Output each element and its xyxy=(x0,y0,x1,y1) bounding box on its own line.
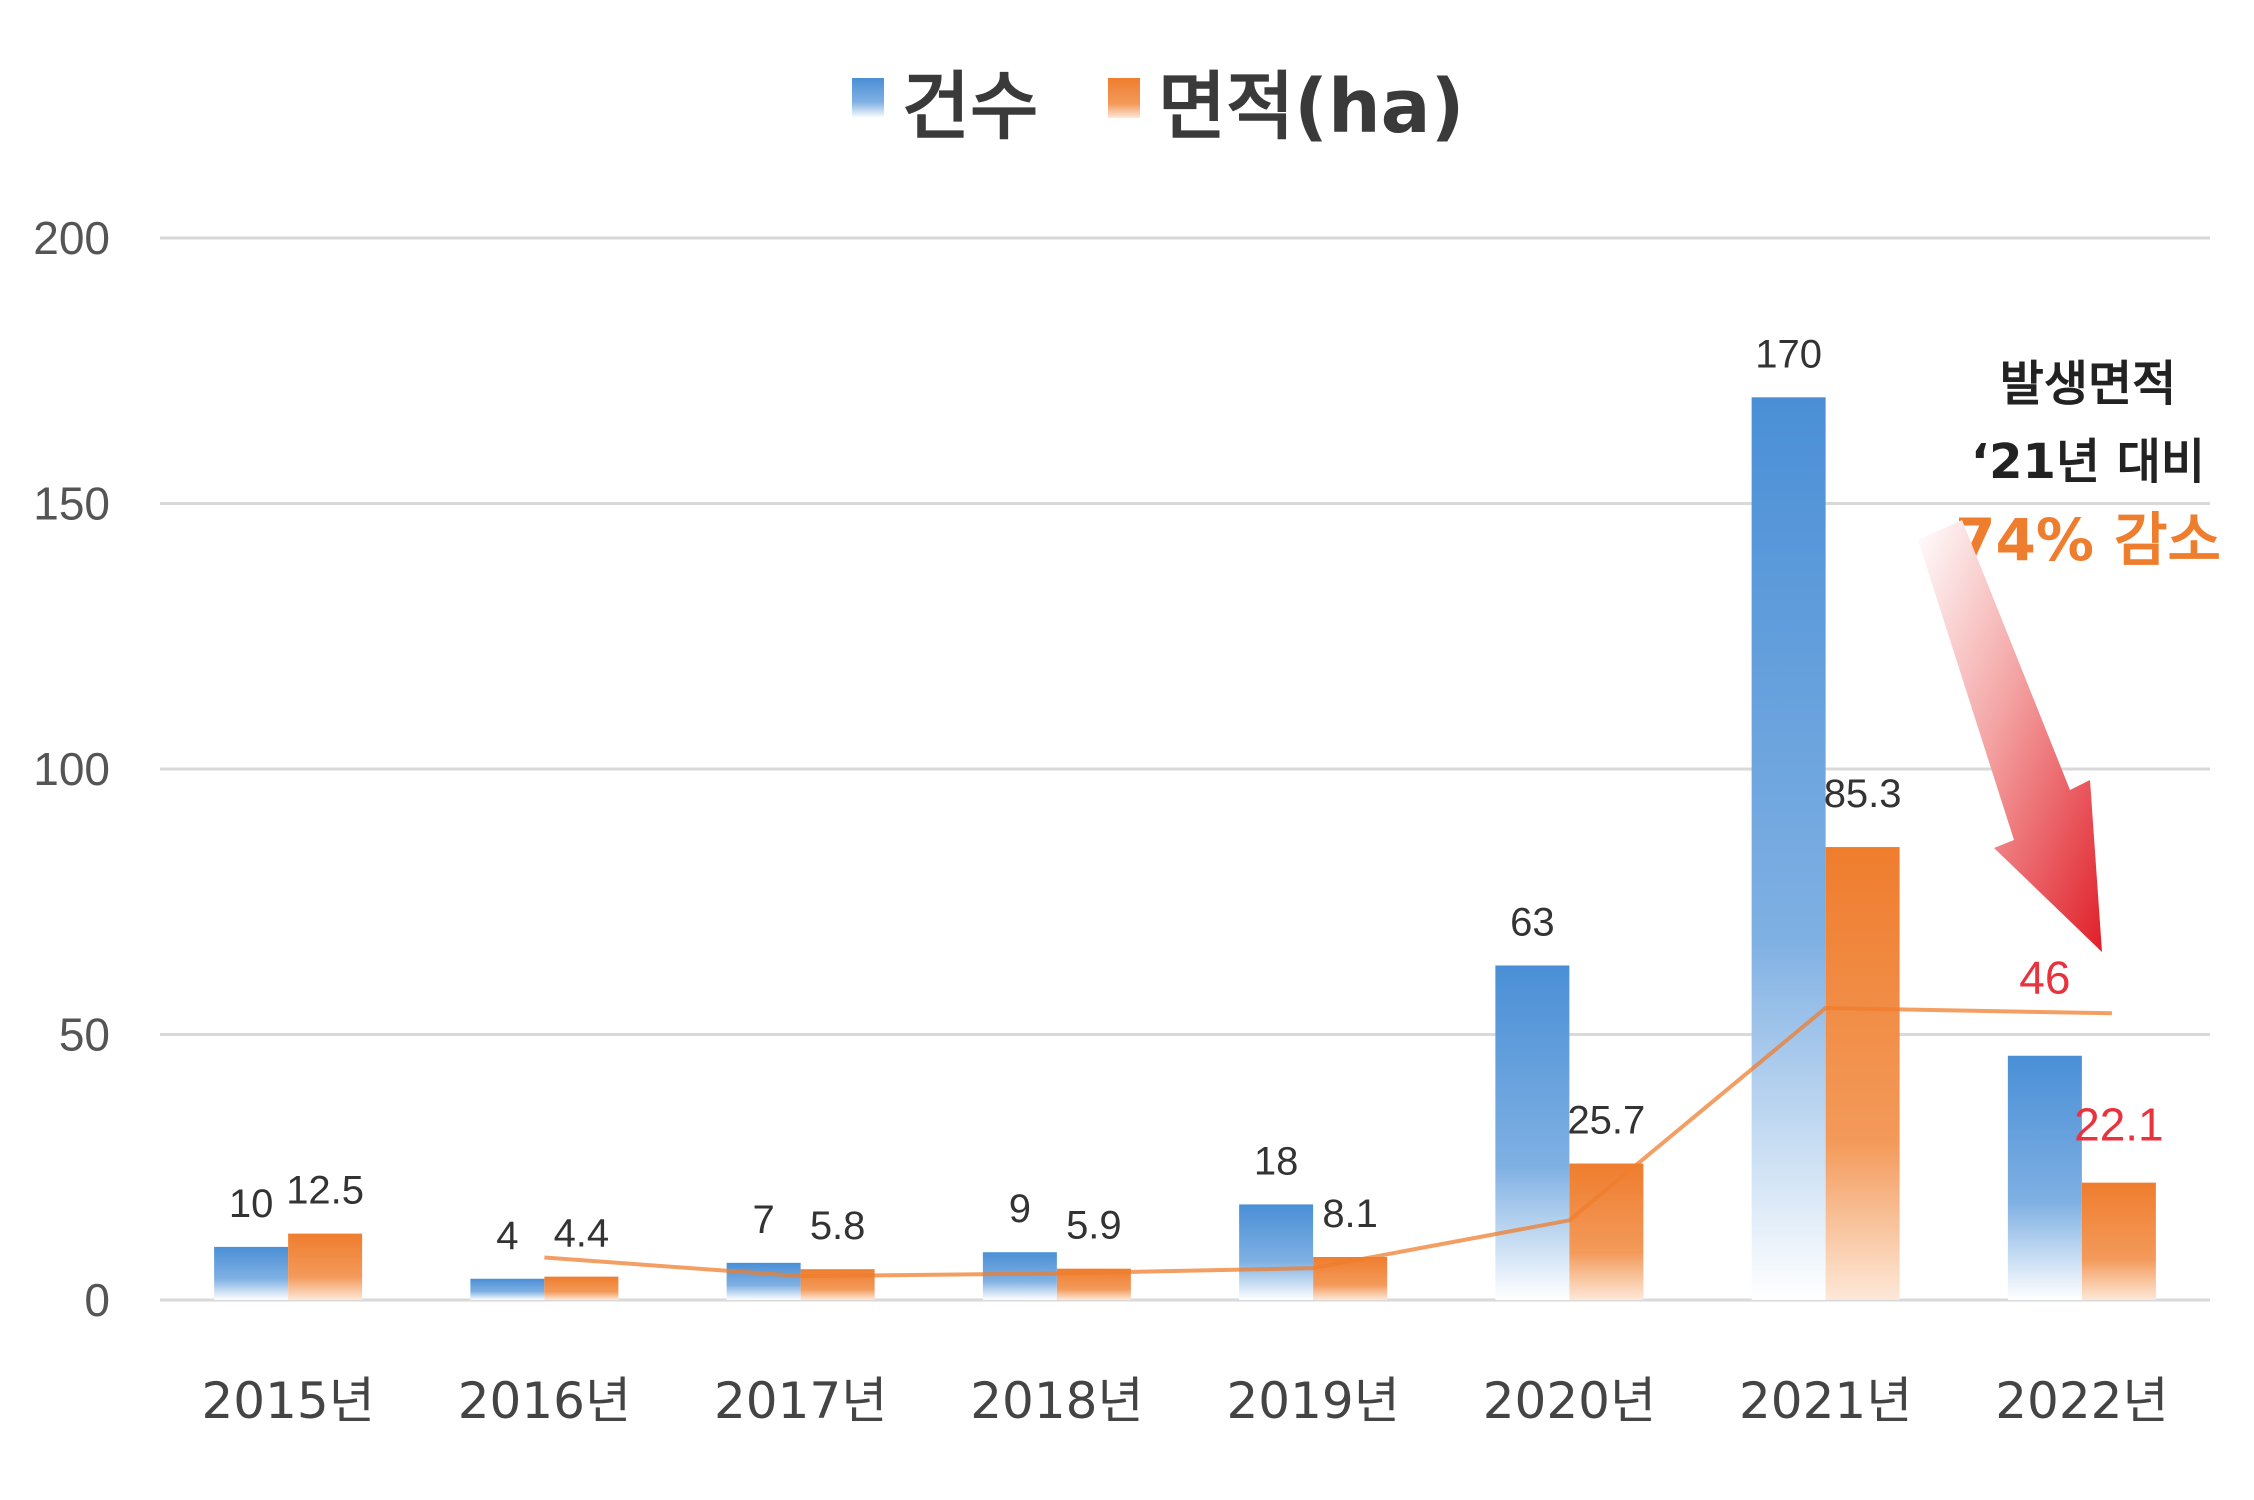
x-tick-label: 2018년 xyxy=(970,1372,1143,1430)
y-tick-label: 100 xyxy=(33,743,110,795)
x-tick-label: 2022년 xyxy=(1995,1372,2168,1430)
x-tick-label: 2021년 xyxy=(1739,1372,1912,1430)
bar-count xyxy=(1239,1204,1314,1300)
data-label-area: 22.1 xyxy=(2074,1099,2164,1151)
data-label-count: 46 xyxy=(2019,952,2070,1004)
bar-area xyxy=(544,1276,619,1300)
data-label-count: 170 xyxy=(1755,332,1822,376)
bar-count xyxy=(470,1278,545,1300)
data-label-count: 18 xyxy=(1254,1139,1299,1183)
data-label-area: 85.3 xyxy=(1824,772,1902,816)
area-trend-line xyxy=(544,1005,2112,1279)
legend-swatch-count xyxy=(852,78,884,118)
y-tick-label: 0 xyxy=(84,1274,110,1326)
y-tick-label: 50 xyxy=(59,1009,110,1061)
bar-area xyxy=(1313,1256,1388,1300)
annotation-line3: 74% 감소 xyxy=(1955,506,2221,574)
data-label-count: 7 xyxy=(753,1198,775,1242)
legend-label-area: 면적(ha) xyxy=(1158,64,1464,150)
bars xyxy=(214,397,2156,1300)
legend: 건수 면적(ha) xyxy=(852,64,1464,150)
data-labels: 10 4 7 9 18 63 170 46 12.5 4.4 5.8 5.9 8.1 25.7 85.3 22… xyxy=(229,332,2164,1257)
y-axis-ticks: 0 50 100 150 200 xyxy=(33,212,110,1326)
data-label-area: 5.9 xyxy=(1066,1204,1122,1248)
annotation: 발생면적 ‘21년 대비 74% 감소 xyxy=(1918,356,2221,952)
bar-count xyxy=(726,1262,801,1300)
x-axis-labels: 2015년 2016년 2017년 2018년 2019년 2020년 2021년 2022년 xyxy=(202,1372,2169,1430)
bar-area xyxy=(2081,1182,2156,1300)
decrease-arrow-icon xyxy=(1918,520,2102,952)
bar-count xyxy=(2007,1055,2082,1300)
y-tick-label: 150 xyxy=(33,478,110,530)
data-label-count: 4 xyxy=(496,1214,518,1258)
data-label-area: 12.5 xyxy=(286,1169,364,1213)
bar-count xyxy=(1751,397,1826,1300)
bar-count xyxy=(1495,965,1570,1300)
legend-swatch-area xyxy=(1108,78,1140,118)
x-tick-label: 2016년 xyxy=(458,1372,631,1430)
legend-label-count: 건수 xyxy=(902,64,1038,150)
bar-area xyxy=(1569,1163,1644,1300)
x-tick-label: 2020년 xyxy=(1483,1372,1656,1430)
x-tick-label: 2015년 xyxy=(202,1372,375,1430)
bar-count xyxy=(214,1246,289,1300)
data-label-count: 10 xyxy=(229,1182,274,1226)
bar-area xyxy=(1825,847,1900,1300)
gridlines xyxy=(160,236,2210,1302)
data-label-area: 5.8 xyxy=(810,1204,866,1248)
bar-area xyxy=(288,1233,363,1300)
data-label-area: 8.1 xyxy=(1322,1192,1378,1236)
data-label-count: 9 xyxy=(1009,1187,1031,1231)
annotation-line1: 발생면적 xyxy=(2000,356,2177,412)
y-tick-label: 200 xyxy=(33,212,110,264)
x-tick-label: 2019년 xyxy=(1227,1372,1400,1430)
data-label-count: 63 xyxy=(1510,900,1555,944)
x-tick-label: 2017년 xyxy=(714,1372,887,1430)
data-label-area: 4.4 xyxy=(554,1212,610,1256)
data-label-area: 25.7 xyxy=(1567,1099,1645,1143)
annotation-line2: ‘21년 대비 xyxy=(1971,434,2205,490)
